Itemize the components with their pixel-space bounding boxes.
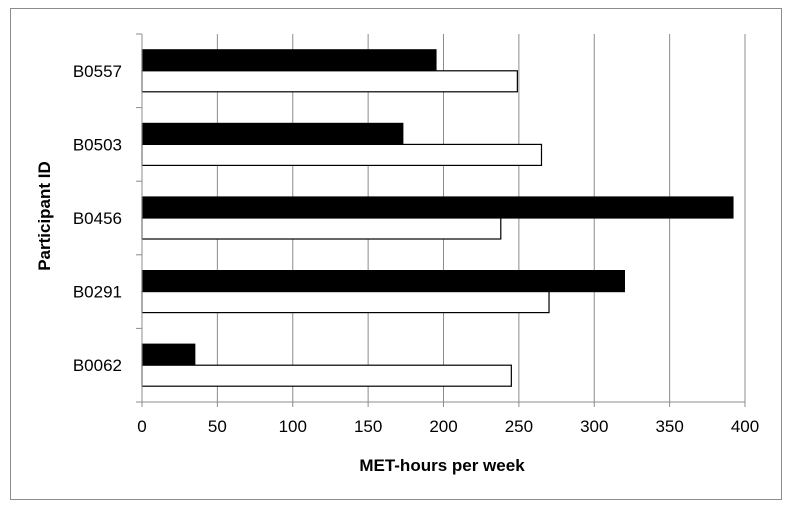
bar-B0503-series-1 xyxy=(141,122,404,146)
axes xyxy=(136,33,746,407)
bars xyxy=(141,49,734,387)
x-tick-label-400: 400 xyxy=(731,417,759,436)
y-tick-label-B0456: B0456 xyxy=(73,209,122,228)
x-tick-label-50: 50 xyxy=(208,417,227,436)
x-tick-label-350: 350 xyxy=(655,417,683,436)
x-tick-label-200: 200 xyxy=(429,417,457,436)
y-tick-label-B0291: B0291 xyxy=(73,283,122,302)
y-tick-label-B0503: B0503 xyxy=(73,135,122,154)
bar-B0557-series-1 xyxy=(141,49,437,72)
bar-B0557-series-2 xyxy=(141,70,518,93)
bar-B0062-series-2 xyxy=(141,364,512,387)
bar-B0291-series-2 xyxy=(141,291,550,314)
y-tick-label-B0062: B0062 xyxy=(73,356,122,375)
bar-B0503-series-2 xyxy=(141,143,543,166)
x-tick-label-250: 250 xyxy=(505,417,533,436)
bar-B0456-series-2 xyxy=(141,217,502,240)
bar-B0062-series-1 xyxy=(141,343,196,366)
bar-B0456-series-1 xyxy=(141,196,734,219)
x-tick-label-300: 300 xyxy=(580,417,608,436)
x-tick-label-0: 0 xyxy=(137,417,146,436)
x-tick-label-100: 100 xyxy=(279,417,307,436)
x-tick-label-150: 150 xyxy=(354,417,382,436)
labels: 0 50 100 150 200 250 300 350 400 B0557 B0503 B0456 B… xyxy=(73,62,759,436)
x-axis-title: MET-hours per week xyxy=(359,456,525,475)
y-axis-title: Participant ID xyxy=(35,161,54,271)
bar-B0291-series-1 xyxy=(141,270,625,293)
y-tick-label-B0557: B0557 xyxy=(73,62,122,81)
